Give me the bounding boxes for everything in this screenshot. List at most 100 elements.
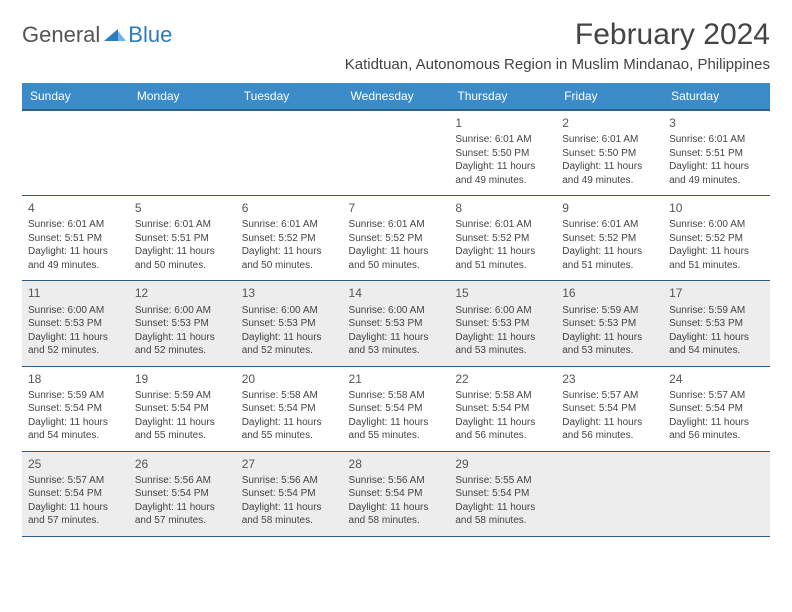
- calendar-cell: 6Sunrise: 6:01 AMSunset: 5:52 PMDaylight…: [236, 196, 343, 281]
- sunrise-text: Sunrise: 5:57 AM: [562, 389, 657, 403]
- sunset-text: Sunset: 5:54 PM: [455, 487, 550, 501]
- day-number: 20: [242, 371, 337, 387]
- day-number: 26: [135, 456, 230, 472]
- day-number: 4: [28, 200, 123, 216]
- daylight2-text: and 58 minutes.: [242, 514, 337, 528]
- day-number: 17: [669, 285, 764, 301]
- sunset-text: Sunset: 5:54 PM: [242, 402, 337, 416]
- sunrise-text: Sunrise: 6:00 AM: [28, 304, 123, 318]
- daylight2-text: and 49 minutes.: [562, 174, 657, 188]
- calendar-cell: 26Sunrise: 5:56 AMSunset: 5:54 PMDayligh…: [129, 451, 236, 536]
- sunrise-text: Sunrise: 5:57 AM: [669, 389, 764, 403]
- header: General Blue February 2024 Katidtuan, Au…: [22, 18, 770, 73]
- day-number: 27: [242, 456, 337, 472]
- calendar-cell: 9Sunrise: 6:01 AMSunset: 5:52 PMDaylight…: [556, 196, 663, 281]
- calendar-cell: 14Sunrise: 6:00 AMSunset: 5:53 PMDayligh…: [343, 281, 450, 366]
- daylight1-text: Daylight: 11 hours: [455, 245, 550, 259]
- day-number: 25: [28, 456, 123, 472]
- sunrise-text: Sunrise: 5:58 AM: [455, 389, 550, 403]
- day-number: 16: [562, 285, 657, 301]
- daylight1-text: Daylight: 11 hours: [562, 331, 657, 345]
- calendar-cell: [236, 110, 343, 196]
- day-number: 9: [562, 200, 657, 216]
- daylight2-text: and 53 minutes.: [349, 344, 444, 358]
- daylight2-text: and 58 minutes.: [455, 514, 550, 528]
- daylight1-text: Daylight: 11 hours: [562, 416, 657, 430]
- daylight1-text: Daylight: 11 hours: [455, 416, 550, 430]
- daylight2-text: and 50 minutes.: [242, 259, 337, 273]
- daylight2-text: and 57 minutes.: [28, 514, 123, 528]
- sunset-text: Sunset: 5:54 PM: [242, 487, 337, 501]
- daylight1-text: Daylight: 11 hours: [28, 416, 123, 430]
- sunset-text: Sunset: 5:54 PM: [28, 402, 123, 416]
- calendar-cell: 22Sunrise: 5:58 AMSunset: 5:54 PMDayligh…: [449, 366, 556, 451]
- calendar-cell: 16Sunrise: 5:59 AMSunset: 5:53 PMDayligh…: [556, 281, 663, 366]
- calendar-week-row: 18Sunrise: 5:59 AMSunset: 5:54 PMDayligh…: [22, 366, 770, 451]
- sunrise-text: Sunrise: 6:00 AM: [135, 304, 230, 318]
- calendar-cell: 18Sunrise: 5:59 AMSunset: 5:54 PMDayligh…: [22, 366, 129, 451]
- day-number: 2: [562, 115, 657, 131]
- calendar-table: Sunday Monday Tuesday Wednesday Thursday…: [22, 83, 770, 537]
- daylight2-text: and 51 minutes.: [455, 259, 550, 273]
- calendar-cell: 25Sunrise: 5:57 AMSunset: 5:54 PMDayligh…: [22, 451, 129, 536]
- calendar-cell: [22, 110, 129, 196]
- daylight2-text: and 54 minutes.: [669, 344, 764, 358]
- calendar-cell: 11Sunrise: 6:00 AMSunset: 5:53 PMDayligh…: [22, 281, 129, 366]
- day-number: 23: [562, 371, 657, 387]
- daylight1-text: Daylight: 11 hours: [242, 331, 337, 345]
- daylight2-text: and 56 minutes.: [562, 429, 657, 443]
- day-number: 14: [349, 285, 444, 301]
- sunset-text: Sunset: 5:54 PM: [562, 402, 657, 416]
- sunrise-text: Sunrise: 6:00 AM: [669, 218, 764, 232]
- calendar-cell: [129, 110, 236, 196]
- daylight1-text: Daylight: 11 hours: [349, 501, 444, 515]
- location: Katidtuan, Autonomous Region in Muslim M…: [345, 56, 770, 73]
- calendar-cell: 3Sunrise: 6:01 AMSunset: 5:51 PMDaylight…: [663, 110, 770, 196]
- sunset-text: Sunset: 5:53 PM: [562, 317, 657, 331]
- daylight1-text: Daylight: 11 hours: [455, 160, 550, 174]
- day-header: Monday: [129, 83, 236, 110]
- daylight2-text: and 49 minutes.: [28, 259, 123, 273]
- day-header: Friday: [556, 83, 663, 110]
- day-number: 8: [455, 200, 550, 216]
- sunset-text: Sunset: 5:54 PM: [135, 402, 230, 416]
- daylight2-text: and 55 minutes.: [135, 429, 230, 443]
- daylight2-text: and 55 minutes.: [242, 429, 337, 443]
- daylight1-text: Daylight: 11 hours: [135, 331, 230, 345]
- daylight2-text: and 50 minutes.: [135, 259, 230, 273]
- sunset-text: Sunset: 5:53 PM: [242, 317, 337, 331]
- sunrise-text: Sunrise: 5:55 AM: [455, 474, 550, 488]
- sunrise-text: Sunrise: 6:01 AM: [455, 133, 550, 147]
- calendar-cell: [556, 451, 663, 536]
- daylight1-text: Daylight: 11 hours: [349, 416, 444, 430]
- sunset-text: Sunset: 5:52 PM: [349, 232, 444, 246]
- sunrise-text: Sunrise: 6:01 AM: [669, 133, 764, 147]
- daylight2-text: and 52 minutes.: [135, 344, 230, 358]
- sunrise-text: Sunrise: 5:59 AM: [669, 304, 764, 318]
- daylight1-text: Daylight: 11 hours: [135, 416, 230, 430]
- sunset-text: Sunset: 5:54 PM: [135, 487, 230, 501]
- sunset-text: Sunset: 5:54 PM: [669, 402, 764, 416]
- sunset-text: Sunset: 5:53 PM: [349, 317, 444, 331]
- logo-text-general: General: [22, 22, 100, 48]
- daylight2-text: and 53 minutes.: [455, 344, 550, 358]
- day-number: 21: [349, 371, 444, 387]
- daylight2-text: and 56 minutes.: [455, 429, 550, 443]
- daylight1-text: Daylight: 11 hours: [669, 416, 764, 430]
- day-header: Tuesday: [236, 83, 343, 110]
- sunset-text: Sunset: 5:53 PM: [28, 317, 123, 331]
- calendar-cell: 1Sunrise: 6:01 AMSunset: 5:50 PMDaylight…: [449, 110, 556, 196]
- sunset-text: Sunset: 5:52 PM: [562, 232, 657, 246]
- day-number: 5: [135, 200, 230, 216]
- calendar-cell: 27Sunrise: 5:56 AMSunset: 5:54 PMDayligh…: [236, 451, 343, 536]
- calendar-week-row: 11Sunrise: 6:00 AMSunset: 5:53 PMDayligh…: [22, 281, 770, 366]
- daylight2-text: and 58 minutes.: [349, 514, 444, 528]
- calendar-cell: 21Sunrise: 5:58 AMSunset: 5:54 PMDayligh…: [343, 366, 450, 451]
- day-number: 22: [455, 371, 550, 387]
- sunset-text: Sunset: 5:51 PM: [28, 232, 123, 246]
- calendar-cell: 29Sunrise: 5:55 AMSunset: 5:54 PMDayligh…: [449, 451, 556, 536]
- daylight1-text: Daylight: 11 hours: [28, 245, 123, 259]
- day-number: 7: [349, 200, 444, 216]
- calendar-cell: 13Sunrise: 6:00 AMSunset: 5:53 PMDayligh…: [236, 281, 343, 366]
- daylight1-text: Daylight: 11 hours: [135, 501, 230, 515]
